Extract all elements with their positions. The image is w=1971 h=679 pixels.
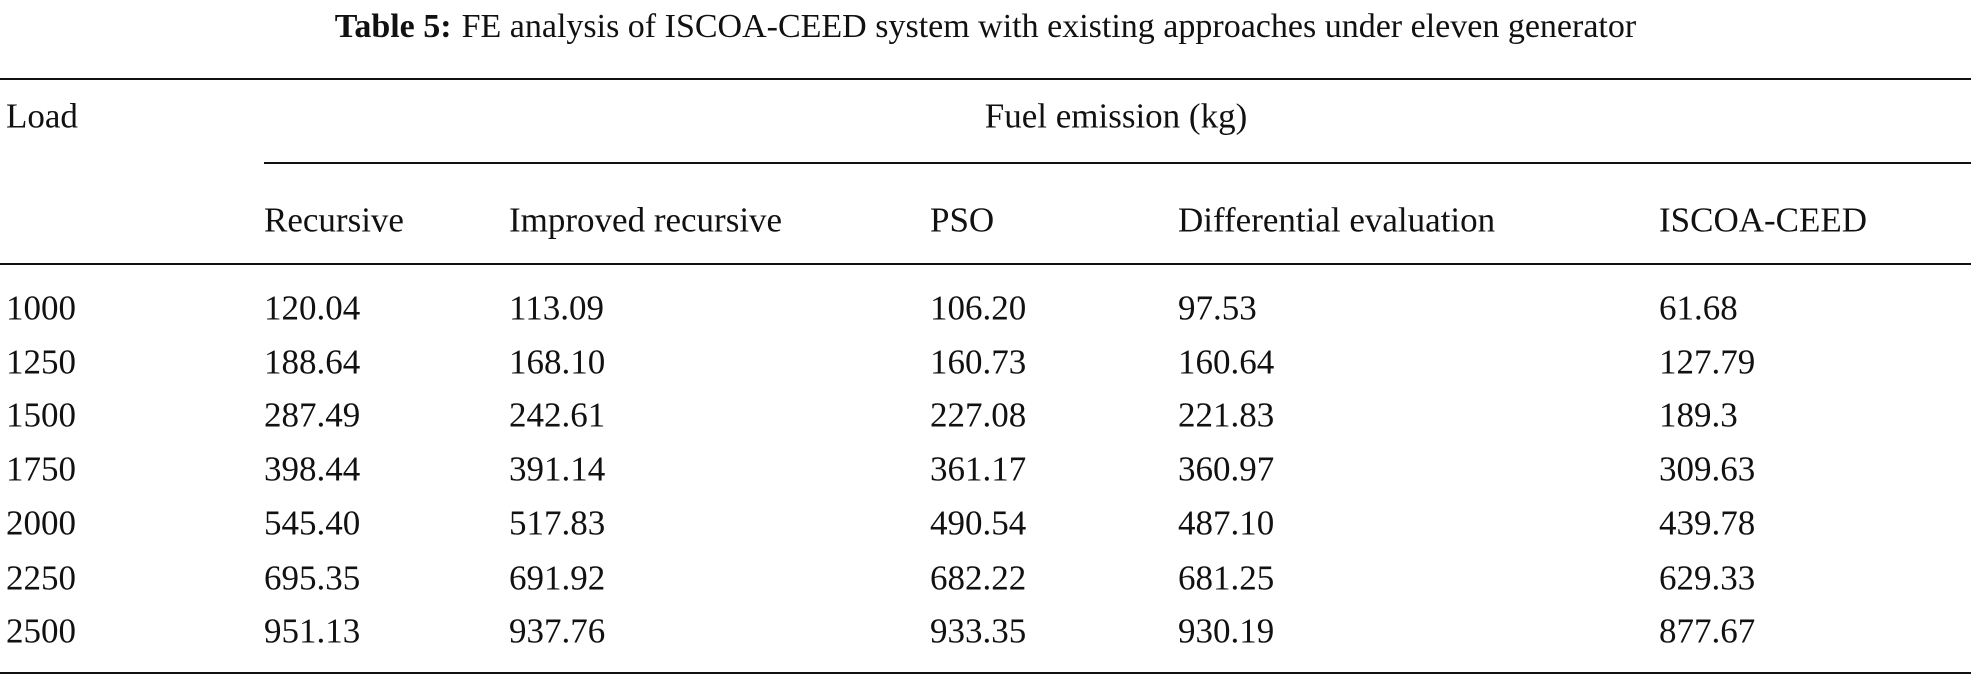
load-cell: 2000 xyxy=(6,503,76,543)
group-header: Fuel emission (kg) xyxy=(984,96,1248,136)
value-cell: 681.25 xyxy=(1178,558,1275,598)
value-cell: 120.04 xyxy=(264,288,361,328)
value-cell: 113.09 xyxy=(509,288,604,328)
table-title: Table 5: FE analysis of ISCOA-CEED system… xyxy=(0,8,1971,46)
value-cell: 933.35 xyxy=(930,611,1027,651)
value-cell: 360.97 xyxy=(1178,449,1275,489)
column-header: Recursive xyxy=(264,200,404,240)
load-cell: 2500 xyxy=(6,611,76,651)
value-cell: 97.53 xyxy=(1178,288,1257,328)
value-cell: 695.35 xyxy=(264,558,361,598)
value-cell: 682.22 xyxy=(930,558,1027,598)
load-cell: 1000 xyxy=(6,288,76,328)
table-caption: FE analysis of ISCOA-CEED system with ex… xyxy=(461,8,1637,45)
value-cell: 127.79 xyxy=(1659,342,1756,382)
bottom-rule xyxy=(0,672,1971,674)
load-cell: 1250 xyxy=(6,342,76,382)
value-cell: 691.92 xyxy=(509,558,606,598)
value-cell: 951.13 xyxy=(264,611,361,651)
column-header: PSO xyxy=(930,200,995,240)
value-cell: 309.63 xyxy=(1659,449,1756,489)
value-cell: 439.78 xyxy=(1659,503,1756,543)
value-cell: 227.08 xyxy=(930,395,1027,435)
top-rule xyxy=(0,78,1971,80)
value-cell: 937.76 xyxy=(509,611,606,651)
table-label: Table 5: xyxy=(334,8,452,45)
value-cell: 629.33 xyxy=(1659,558,1756,598)
value-cell: 877.67 xyxy=(1659,611,1756,651)
value-cell: 160.64 xyxy=(1178,342,1275,382)
row-header: Load xyxy=(6,96,78,136)
value-cell: 168.10 xyxy=(509,342,606,382)
value-cell: 189.3 xyxy=(1659,395,1738,435)
value-cell: 930.19 xyxy=(1178,611,1275,651)
value-cell: 398.44 xyxy=(264,449,361,489)
value-cell: 517.83 xyxy=(509,503,606,543)
value-cell: 106.20 xyxy=(930,288,1027,328)
value-cell: 490.54 xyxy=(930,503,1027,543)
header-rule xyxy=(0,263,1971,265)
value-cell: 160.73 xyxy=(930,342,1027,382)
value-cell: 188.64 xyxy=(264,342,361,382)
load-cell: 2250 xyxy=(6,558,76,598)
load-cell: 1500 xyxy=(6,395,76,435)
value-cell: 545.40 xyxy=(264,503,361,543)
value-cell: 61.68 xyxy=(1659,288,1738,328)
value-cell: 242.61 xyxy=(509,395,606,435)
column-header: Improved recursive xyxy=(509,200,783,240)
value-cell: 487.10 xyxy=(1178,503,1275,543)
group-rule xyxy=(264,162,1971,164)
column-header: Differential evaluation xyxy=(1178,200,1496,240)
value-cell: 391.14 xyxy=(509,449,606,489)
value-cell: 361.17 xyxy=(930,449,1027,489)
value-cell: 287.49 xyxy=(264,395,361,435)
column-header: ISCOA-CEED xyxy=(1659,200,1868,240)
value-cell: 221.83 xyxy=(1178,395,1275,435)
load-cell: 1750 xyxy=(6,449,76,489)
